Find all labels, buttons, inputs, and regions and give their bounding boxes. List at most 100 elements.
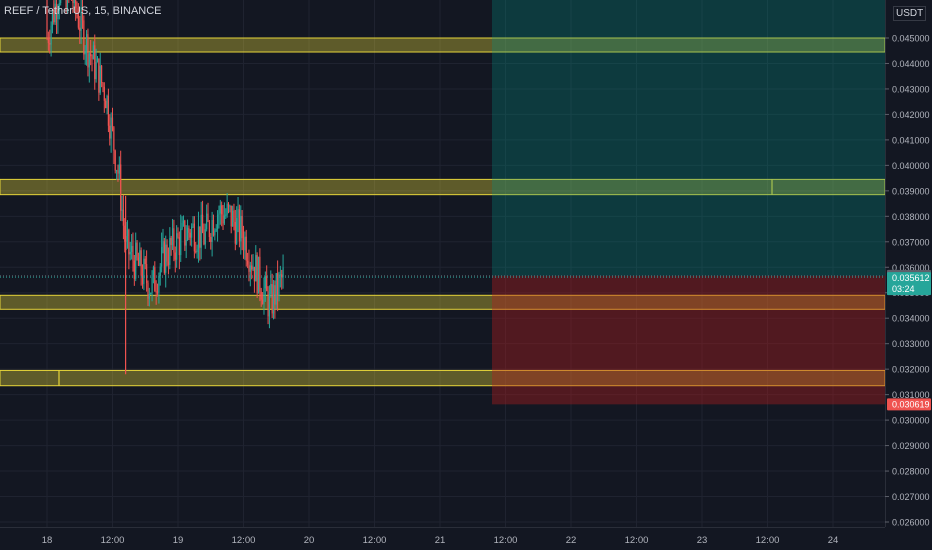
candle-body: [103, 86, 105, 101]
time-tick-label: 24: [828, 535, 839, 546]
candle-body: [121, 209, 123, 211]
candle-body: [182, 220, 185, 223]
candle-body: [189, 232, 191, 238]
candle-body: [85, 34, 88, 52]
candle-body: [96, 58, 99, 63]
candle-body: [55, 3, 58, 20]
long-position-tool[interactable]: [492, 0, 885, 405]
candle-body: [150, 292, 152, 294]
time-axis[interactable]: 18 12:00 19 12:00 20 12:00 21 12:00 22 12:00 23 12:…: [0, 527, 932, 550]
candle-body: [91, 56, 93, 60]
candle-body: [241, 215, 243, 239]
candle-body: [135, 242, 137, 279]
candle-body: [151, 277, 153, 293]
candle-body: [146, 263, 148, 283]
candle-body: [143, 258, 145, 285]
candle-body: [111, 117, 114, 128]
candle-body: [262, 299, 264, 305]
candle-body: [158, 276, 160, 293]
candle-body: [87, 34, 89, 68]
candle-body: [58, 2, 60, 12]
price-tick-label: 0.032000: [892, 365, 930, 375]
candle-body: [129, 251, 131, 255]
candle-body: [80, 6, 82, 31]
candle-body: [49, 43, 51, 45]
candle-body: [230, 205, 232, 227]
price-tick-label: 0.036000: [892, 263, 930, 273]
price-tick-label: 0.026000: [892, 518, 930, 528]
price-tick-label: 0.028000: [892, 467, 930, 477]
candle-body: [117, 170, 119, 174]
candle-body: [219, 205, 221, 214]
candle-body: [196, 249, 198, 252]
candle-body: [256, 255, 258, 294]
candle-body: [271, 284, 273, 314]
candle-body: [197, 226, 200, 250]
candle-body: [225, 214, 227, 216]
candle-body: [259, 256, 261, 292]
last-price-label-bg: [887, 272, 931, 296]
candle-body: [131, 246, 133, 252]
candle-body: [133, 260, 135, 279]
candle-body: [159, 266, 161, 277]
candle-body: [199, 226, 201, 248]
candle-body: [53, 10, 55, 23]
candle-body: [227, 203, 230, 207]
candle-body: [234, 221, 236, 244]
candle-body: [107, 95, 110, 126]
price-tick-label: 0.027000: [892, 492, 930, 502]
candle-body: [122, 209, 125, 226]
time-tick-label: 23: [697, 535, 708, 546]
price-tick-label: 0.045000: [892, 34, 930, 44]
time-tick-label: 12:00: [363, 535, 387, 546]
candle-body: [211, 219, 213, 243]
candle-body: [208, 221, 210, 237]
candle-body: [275, 273, 277, 305]
candle-body: [186, 227, 189, 241]
candle-body: [98, 58, 100, 93]
candle-body: [162, 241, 164, 248]
candle-body: [222, 214, 224, 224]
candle-body: [95, 62, 97, 80]
last-price-label-text: 0.035612: [892, 273, 930, 283]
candle-body: [140, 250, 142, 276]
candle-body: [102, 82, 104, 87]
candle-body: [277, 273, 279, 297]
candle-body: [65, 0, 67, 11]
candle-body: [99, 65, 101, 93]
candle-body: [180, 228, 182, 256]
candle-body: [118, 164, 120, 174]
candle-body: [166, 244, 168, 262]
time-tick-label: 12:00: [756, 535, 780, 546]
candle-body: [188, 227, 190, 233]
candle-body: [76, 8, 78, 15]
candle-body: [57, 11, 59, 20]
candle-body: [238, 209, 241, 242]
stop-price-label: 0.030619: [887, 398, 931, 411]
candle-body: [113, 127, 115, 151]
time-tick-label: 12:00: [232, 535, 256, 546]
price-tick-label: 0.029000: [892, 441, 930, 451]
price-tick-label: 0.037000: [892, 237, 930, 247]
price-lines: [0, 275, 885, 278]
candle-body: [147, 282, 149, 299]
candle-body: [174, 252, 176, 260]
candle-body: [92, 45, 94, 60]
candle-body: [216, 214, 219, 230]
stop-price-label-bg: [887, 398, 931, 411]
stop-zone[interactable]: [492, 275, 885, 405]
candle-body: [155, 291, 157, 293]
price-tick-label: 0.034000: [892, 314, 930, 324]
candle-body: [278, 275, 280, 297]
currency-badge[interactable]: USDT: [893, 6, 927, 21]
candle-body: [72, 0, 74, 4]
candle-body: [195, 251, 197, 253]
candle-body: [257, 256, 260, 294]
candle-body: [267, 291, 269, 317]
price-tick-label: 0.040000: [892, 161, 930, 171]
candle-body: [177, 233, 179, 238]
price-tick-label: 0.031000: [892, 390, 930, 400]
target-zone[interactable]: [492, 0, 885, 276]
time-tick-label: 12:00: [494, 535, 518, 546]
